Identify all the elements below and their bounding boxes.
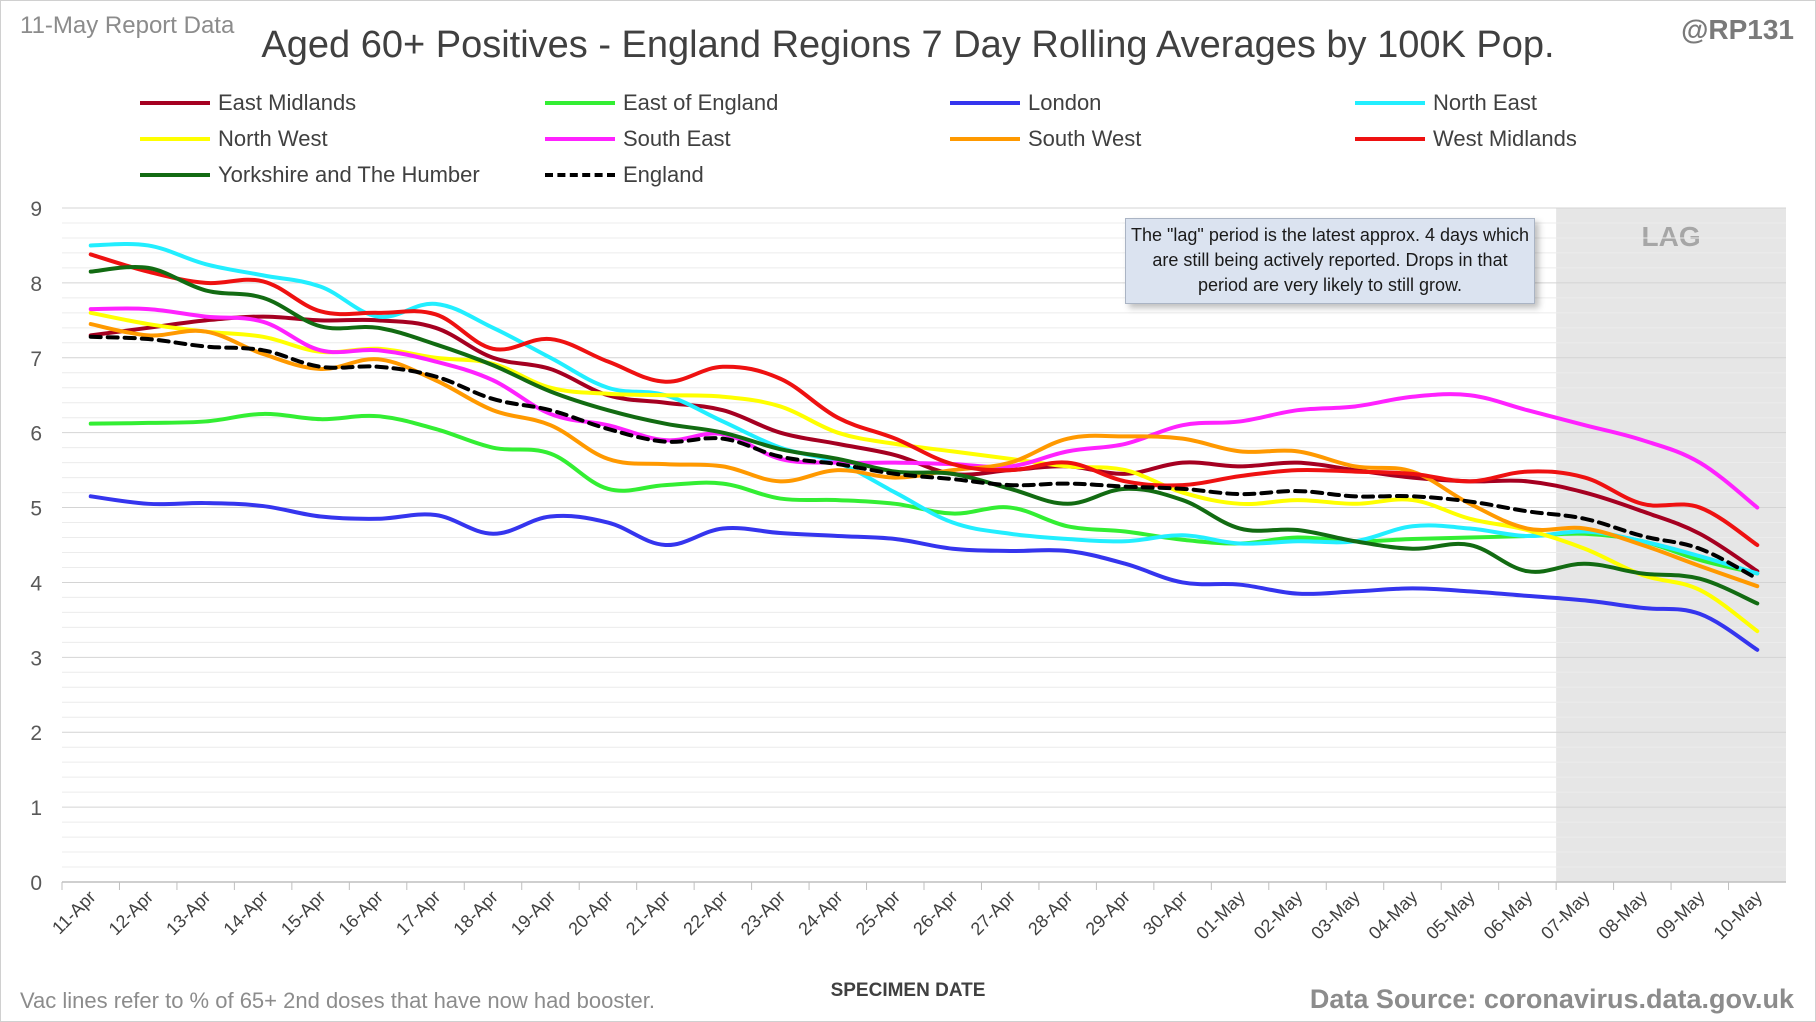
x-tick-label: 03-May (1307, 887, 1364, 944)
x-tick-label: 18-Apr (449, 887, 501, 939)
legend-label: East of England (623, 90, 779, 115)
author-handle: @RP131 (1681, 14, 1794, 45)
legend-swatch (950, 137, 1020, 141)
x-tick-label: 01-May (1192, 887, 1249, 944)
x-tick-label: 26-Apr (909, 887, 961, 939)
legend-swatch (545, 173, 615, 177)
legend-swatch (140, 101, 210, 105)
legend-swatch (140, 173, 210, 177)
legend-item: North East (1355, 90, 1537, 116)
legend-label: East Midlands (218, 90, 357, 115)
x-tick-label: 19-Apr (507, 887, 559, 939)
x-tick-label: 09-May (1652, 887, 1709, 944)
y-tick-label: 5 (30, 498, 42, 521)
y-tick-label: 3 (30, 647, 42, 670)
legend-label: South East (623, 126, 731, 151)
x-tick-label: 04-May (1365, 887, 1422, 944)
series-line-yorkshire-and-the-humber (88, 264, 1760, 606)
legend-item: England (545, 162, 704, 188)
legend-item: South West (950, 126, 1141, 152)
x-tick-label: 29-Apr (1082, 887, 1134, 939)
legend-swatch (1355, 101, 1425, 105)
x-tick-label: 20-Apr (564, 887, 616, 939)
legend-label: London (1028, 90, 1102, 115)
y-tick-label: 2 (30, 722, 42, 745)
x-tick-label: 30-Apr (1139, 887, 1191, 939)
lag-note: The "lag" period is the latest approx. 4… (1125, 218, 1535, 304)
x-tick-label: 13-Apr (162, 887, 214, 939)
legend-swatch (545, 137, 615, 141)
x-tick-label: 23-Apr (737, 887, 789, 939)
x-tick-label: 14-Apr (220, 887, 272, 939)
x-tick-label: 28-Apr (1024, 887, 1076, 939)
legend-item: East of England (545, 90, 778, 116)
x-tick-label: 15-Apr (277, 887, 329, 939)
data-source: Data Source: coronavirus.data.gov.uk (1309, 984, 1794, 1014)
legend-label: Yorkshire and The Humber (218, 162, 480, 187)
vaccine-footnote: Vac lines refer to % of 65+ 2nd doses th… (20, 988, 655, 1013)
y-tick-label: 1 (30, 797, 42, 820)
legend-label: South West (1028, 126, 1142, 151)
legend-item: East Midlands (140, 90, 356, 116)
x-axis-label: SPECIMEN DATE (830, 980, 986, 1001)
x-tick-label: 10-May (1710, 887, 1767, 944)
legend-swatch (140, 137, 210, 141)
legend-label: West Midlands (1433, 126, 1577, 151)
series-line-south-east (88, 306, 1760, 510)
legend-item: London (950, 90, 1101, 116)
chart-title: Aged 60+ Positives - England Regions 7 D… (261, 24, 1555, 66)
y-tick-label: 7 (30, 348, 42, 371)
x-tick-label: 22-Apr (679, 887, 731, 939)
series-line-south-west (88, 322, 1760, 589)
series-line-london (88, 494, 1760, 652)
x-tick-label: 05-May (1422, 887, 1479, 944)
legend-label: North West (218, 126, 328, 151)
series-line-east-of-england (88, 411, 1760, 576)
legend-item: North West (140, 126, 328, 152)
x-tick-label: 24-Apr (794, 887, 846, 939)
y-tick-label: 0 (30, 872, 42, 895)
series-line-north-east (88, 241, 1760, 576)
lag-region (1556, 208, 1786, 882)
x-tick-label: 06-May (1480, 887, 1537, 944)
x-tick-label: 21-Apr (622, 887, 674, 939)
x-tick-label: 11-Apr (48, 887, 99, 938)
legend-item: Yorkshire and The Humber (140, 162, 480, 188)
legend-swatch (1355, 137, 1425, 141)
x-tick-label: 07-May (1537, 887, 1594, 944)
series-line-west-midlands (88, 252, 1760, 547)
y-tick-label: 6 (30, 423, 42, 446)
lag-label: LAG (1642, 221, 1701, 252)
legend-label: North East (1433, 90, 1537, 115)
report-date-label: 11-May Report Data (20, 12, 235, 39)
y-tick-label: 4 (30, 572, 42, 595)
legend-item: West Midlands (1355, 126, 1577, 152)
series-line-england (88, 334, 1760, 581)
x-tick-label: 16-Apr (335, 887, 387, 939)
x-tick-label: 12-Apr (105, 887, 157, 939)
x-tick-label: 25-Apr (852, 887, 904, 939)
x-tick-label: 17-Apr (392, 887, 444, 939)
legend-swatch (545, 101, 615, 105)
x-tick-label: 27-Apr (967, 887, 1019, 939)
y-tick-label: 8 (30, 273, 42, 296)
legend-swatch (950, 101, 1020, 105)
x-tick-label: 02-May (1250, 887, 1307, 944)
x-tick-label: 08-May (1595, 887, 1652, 944)
legend-item: South East (545, 126, 731, 152)
y-tick-label: 9 (30, 198, 42, 221)
legend-label: England (623, 162, 704, 187)
